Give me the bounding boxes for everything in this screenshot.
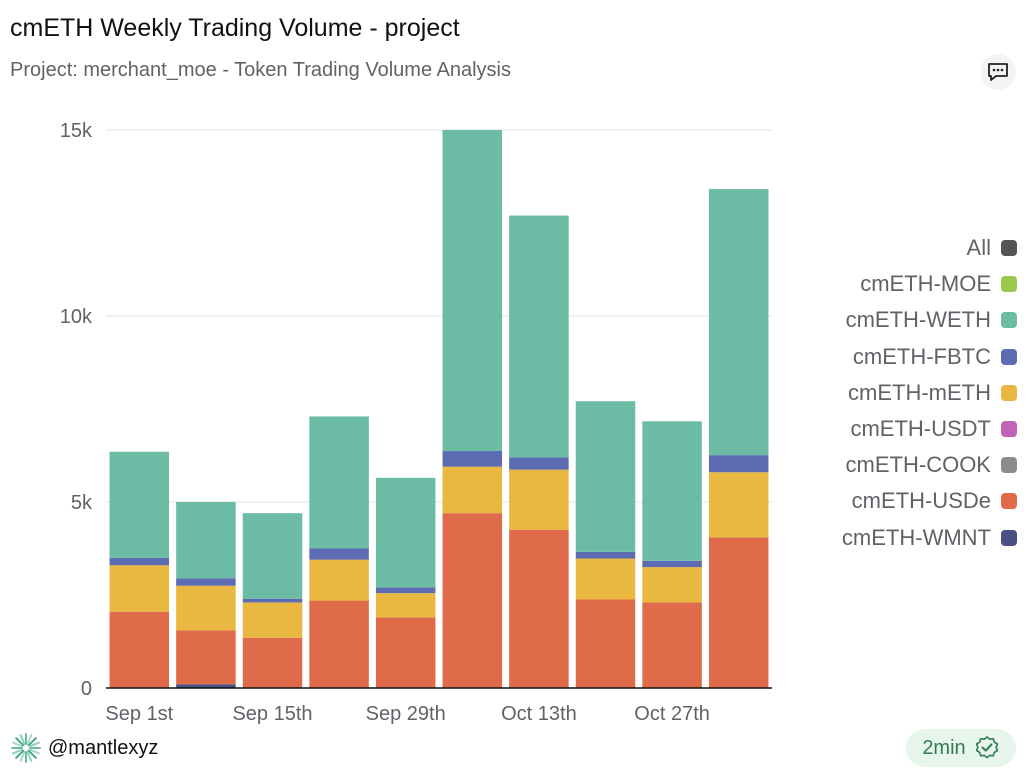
bar-segment-cmeth-weth [442, 130, 503, 452]
refresh-time-badge[interactable]: 2min [906, 729, 1016, 767]
bar-segment-cmeth-fbtc [109, 557, 170, 566]
refresh-time: 2min [922, 736, 966, 759]
legend-swatch [1001, 312, 1017, 329]
legend-label: cmETH-WETH [845, 307, 991, 333]
bar-segment-cmeth-fbtc [176, 578, 236, 586]
legend-swatch [1001, 384, 1017, 401]
legend-label: cmETH-mETH [848, 379, 991, 405]
bar-segment-cmeth-meth [109, 565, 170, 612]
bar-segment-cmeth-fbtc [309, 548, 369, 560]
bar-segment-cmeth-fbtc [708, 455, 769, 473]
bar-segment-cmeth-weth [109, 451, 170, 558]
bar-segment-cmeth-meth [575, 558, 636, 600]
stacked-bar-chart: 0 5k 10k 15k Sep 1st Sep 15th Sep 29th Oct 13th… [60, 120, 772, 725]
axes: 0 5k 10k 15k Sep 1st Sep 15th Sep 29th Oct 13th… [60, 120, 772, 725]
legend-item[interactable]: cmETH-WETH [846, 302, 1017, 338]
x-tick-label: Sep 29th [366, 703, 446, 725]
bar-segment-cmeth-usde [109, 611, 170, 688]
bar-segment-cmeth-meth [176, 585, 236, 631]
x-tick-label: Oct 27th [634, 703, 710, 725]
bar-segment-cmeth-usde [375, 617, 436, 688]
bar-segment-cmeth-weth [708, 189, 769, 456]
comment-icon [988, 63, 1008, 81]
bar-segment-cmeth-fbtc [442, 451, 503, 467]
comment-button[interactable] [980, 54, 1016, 90]
legend-item[interactable]: cmETH-MOE [860, 266, 1017, 302]
bar-segment-cmeth-meth [642, 567, 702, 603]
bar-segment-cmeth-usde [176, 630, 236, 685]
legend: All cmETH-MOE cmETH-WETH cmETH-FBTC cmETH-mE… [842, 230, 1017, 556]
bar-segment-cmeth-meth [708, 472, 769, 538]
bars [109, 130, 769, 688]
bar-segment-cmeth-weth [309, 416, 369, 549]
bar-segment-cmeth-weth [642, 421, 702, 561]
legend-swatch [1001, 529, 1017, 546]
bar-segment-cmeth-weth [509, 215, 569, 458]
chart-area: 0 5k 10k 15k Sep 1st Sep 15th Sep 29th Oct 13th… [0, 100, 1032, 740]
bar-segment-cmeth-meth [309, 559, 369, 601]
bar-segment-cmeth-weth [575, 401, 636, 552]
x-tick-label: Sep 1st [105, 703, 173, 725]
bar-segment-cmeth-fbtc [242, 598, 303, 603]
legend-label: cmETH-COOK [845, 452, 991, 478]
legend-label: All [966, 235, 991, 261]
legend-label: cmETH-USDe [851, 488, 991, 514]
footer-author[interactable]: @mantlexyz [10, 733, 158, 763]
legend-swatch [1001, 348, 1017, 365]
legend-swatch [1001, 457, 1017, 474]
y-tick-label: 0 [81, 678, 92, 700]
legend-item[interactable]: cmETH-COOK [846, 447, 1017, 483]
chart-title: cmETH Weekly Trading Volume - project [10, 14, 460, 42]
bar-segment-cmeth-meth [509, 469, 569, 530]
bar-segment-cmeth-usde [642, 602, 702, 688]
sunburst-logo-icon [11, 733, 41, 763]
y-tick-label: 15k [60, 120, 93, 142]
y-tick-label: 10k [60, 306, 93, 328]
bar-segment-cmeth-fbtc [642, 560, 702, 568]
bar-segment-cmeth-fbtc [575, 551, 636, 559]
bar-segment-cmeth-meth [375, 593, 436, 618]
bar-segment-cmeth-meth [242, 602, 303, 638]
legend-item[interactable]: cmETH-FBTC [853, 339, 1017, 375]
y-tick-label: 5k [71, 492, 93, 514]
legend-item[interactable]: cmETH-USDT [850, 411, 1017, 447]
bar-segment-cmeth-fbtc [509, 457, 569, 470]
legend-label: cmETH-FBTC [852, 343, 991, 369]
legend-label: cmETH-WMNT [841, 524, 991, 550]
check-badge-icon [975, 736, 998, 759]
legend-swatch [1001, 276, 1017, 293]
author-handle: @mantlexyz [48, 736, 159, 759]
bar-segment-cmeth-wmnt [176, 684, 236, 688]
legend-label: cmETH-MOE [860, 271, 991, 297]
x-tick-label: Sep 15th [232, 703, 312, 725]
chart-subtitle: Project: merchant_moe - Token Trading Vo… [10, 59, 511, 81]
x-tick-label: Oct 13th [501, 703, 577, 725]
bar-segment-cmeth-usde [242, 637, 303, 688]
legend-item[interactable]: cmETH-mETH [848, 375, 1017, 411]
bar-segment-cmeth-usde [575, 599, 636, 688]
legend-item[interactable]: All [967, 230, 1017, 266]
legend-swatch [1001, 240, 1017, 257]
bar-segment-cmeth-weth [176, 502, 236, 579]
bar-segment-cmeth-weth [375, 477, 436, 588]
bar-segment-cmeth-meth [442, 466, 503, 514]
legend-swatch [1001, 421, 1017, 438]
legend-item[interactable]: cmETH-WMNT [842, 520, 1017, 556]
legend-label: cmETH-USDT [850, 416, 991, 442]
bar-segment-cmeth-fbtc [375, 587, 436, 594]
bar-segment-cmeth-weth [242, 513, 303, 599]
legend-swatch [1001, 493, 1017, 510]
bar-segment-cmeth-usde [509, 529, 569, 688]
bar-segment-cmeth-usde [708, 537, 769, 688]
bar-segment-cmeth-usde [442, 513, 503, 688]
legend-item[interactable]: cmETH-USDe [852, 483, 1017, 519]
bar-segment-cmeth-usde [309, 600, 369, 688]
